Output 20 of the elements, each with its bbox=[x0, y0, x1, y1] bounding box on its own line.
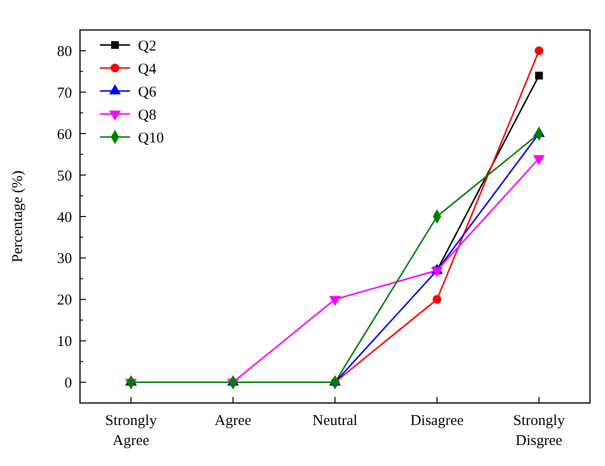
y-tick-label: 70 bbox=[57, 85, 72, 102]
x-tick-label: Disagree bbox=[410, 413, 464, 429]
y-tick-label: 10 bbox=[57, 334, 72, 350]
y-tick-label: 30 bbox=[57, 251, 72, 268]
y-tick-label: 20 bbox=[57, 292, 72, 309]
legend-label: Q2 bbox=[138, 38, 156, 54]
y-axis-title: Percentage (%) bbox=[10, 170, 26, 263]
y-tick-label: 80 bbox=[57, 44, 72, 60]
legend-label: Q8 bbox=[138, 107, 156, 124]
legend-label: Q4 bbox=[138, 61, 157, 78]
x-tick-label: Strongly Disgree bbox=[513, 413, 566, 449]
x-tick-label: Agree bbox=[214, 413, 252, 429]
y-tick-label: 0 bbox=[64, 376, 72, 392]
x-tick-label: Neutral bbox=[312, 413, 358, 429]
y-tick-label: 60 bbox=[57, 126, 72, 143]
y-tick-label: 50 bbox=[57, 168, 72, 184]
y-tick-label: 40 bbox=[57, 210, 72, 226]
legend-label: Q10 bbox=[138, 130, 164, 146]
x-tick-label: Strongly Agree bbox=[105, 413, 158, 449]
legend-label: Q6 bbox=[138, 84, 157, 100]
